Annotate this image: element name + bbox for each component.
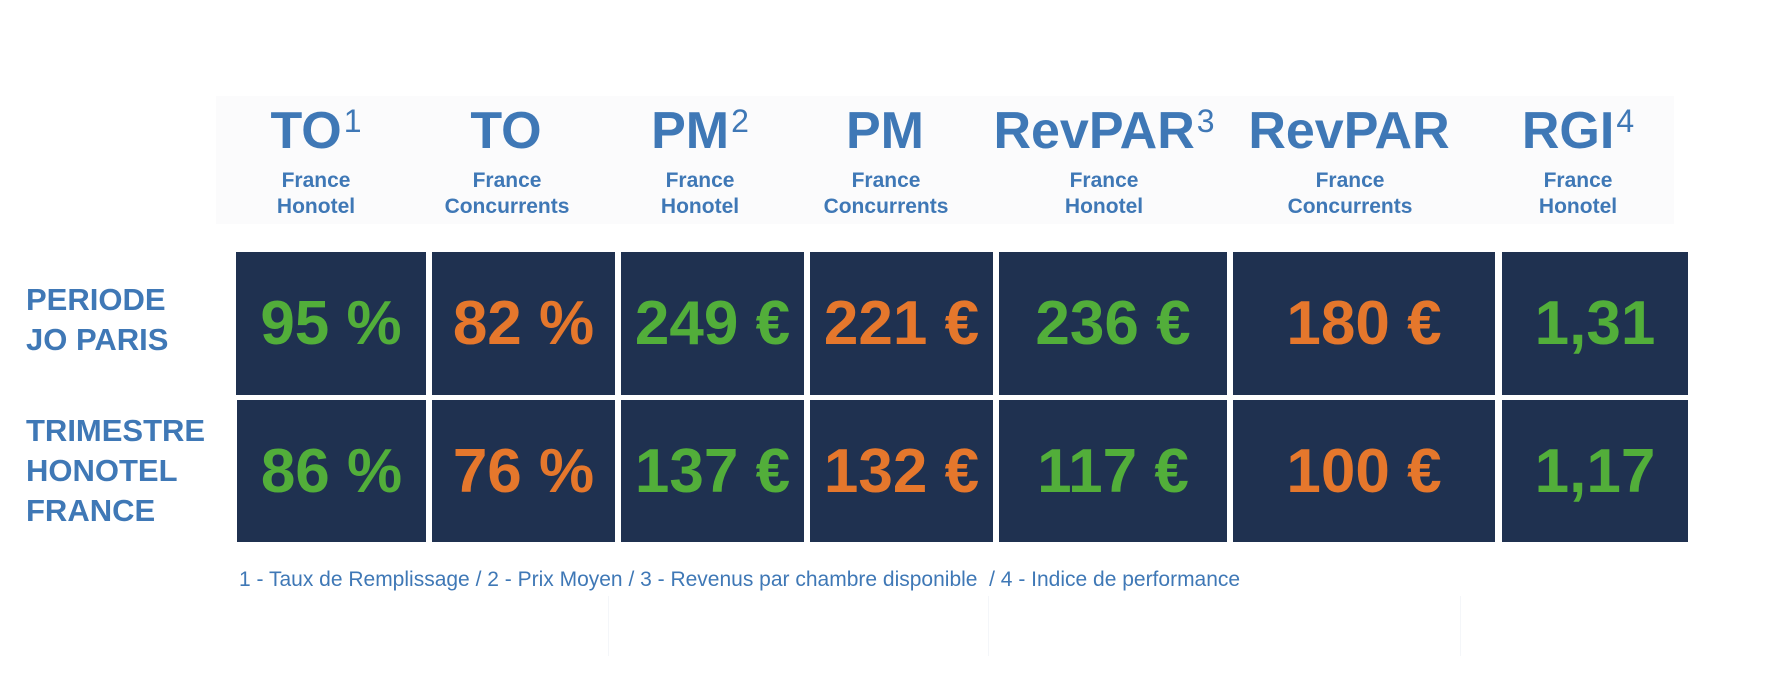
- value-cell-revpar-honotel-jo: 236 €: [999, 252, 1227, 395]
- column-subtitle-line2: Honotel: [276, 195, 356, 218]
- column-title: TO1: [270, 102, 362, 160]
- footnote-marker: 2: [731, 103, 749, 139]
- column-subtitle-line2: Honotel: [1064, 195, 1144, 218]
- column-title: TO: [470, 102, 542, 160]
- footnote-marker: 4: [1616, 103, 1635, 139]
- column-subtitle-line1: France: [1069, 169, 1139, 192]
- column-title: PM2: [651, 102, 749, 160]
- column-subtitle-line2: Concurrents: [444, 195, 570, 218]
- value-cell-to-honotel-jo: 95 %: [236, 252, 426, 395]
- column-subtitle-line2: Concurrents: [1287, 195, 1413, 218]
- column-header-pm-concurrents: PM France Concurrents: [806, 100, 966, 220]
- footnote-marker: 1: [343, 103, 362, 139]
- value-cell-to-concurrents-trimestre: 76 %: [432, 400, 615, 542]
- column-subtitle-line1: France: [1315, 169, 1385, 192]
- column-header-to-concurrents: TO France Concurrents: [432, 100, 582, 220]
- value-cell-pm-concurrents-jo: 221 €: [810, 252, 993, 395]
- row-label-trimestre-honotel-france: TRIMESTRE HONOTEL FRANCE: [26, 411, 205, 531]
- value-cell-revpar-honotel-trimestre: 117 €: [999, 400, 1227, 542]
- row-label-periode-jo-paris: PERIODE JO PARIS: [26, 280, 168, 360]
- value-cell-pm-honotel-jo: 249 €: [621, 252, 804, 395]
- footnote-legend: 1 - Taux de Remplissage / 2 - Prix Moyen…: [239, 568, 1241, 591]
- row-label-line: HONOTEL: [26, 453, 178, 488]
- column-header-pm-honotel: PM2 France Honotel: [620, 100, 780, 220]
- row-label-line: PERIODE: [26, 282, 166, 317]
- column-subtitle-line2: Concurrents: [823, 195, 949, 218]
- column-subtitle-line1: France: [851, 169, 921, 192]
- column-title: RGI4: [1521, 102, 1635, 160]
- divider: [1460, 596, 1461, 656]
- row-label-line: JO PARIS: [26, 322, 169, 357]
- value-cell-revpar-concurrents-trimestre: 100 €: [1233, 400, 1495, 542]
- value-cell-to-concurrents-jo: 82 %: [432, 252, 615, 395]
- column-title: RevPAR3: [993, 102, 1215, 160]
- column-header-revpar-concurrents: RevPAR France Concurrents: [1240, 100, 1460, 220]
- column-header-to-honotel: TO1 France Honotel: [236, 100, 396, 220]
- column-subtitle-line1: France: [1543, 169, 1613, 192]
- value-cell-rgi-honotel-trimestre: 1,17: [1502, 400, 1688, 542]
- column-title: RevPAR: [1248, 102, 1450, 160]
- header-band: [216, 96, 1674, 224]
- column-subtitle-line2: Honotel: [660, 195, 740, 218]
- value-cell-rgi-honotel-jo: 1,31: [1502, 252, 1688, 395]
- divider: [988, 596, 989, 656]
- value-cell-pm-concurrents-trimestre: 132 €: [810, 400, 993, 542]
- row-label-line: TRIMESTRE: [26, 413, 206, 448]
- column-subtitle-line1: France: [472, 169, 542, 192]
- column-header-revpar-honotel: RevPAR3 France Honotel: [984, 100, 1224, 220]
- column-title: PM: [846, 102, 924, 160]
- divider: [608, 596, 609, 656]
- column-header-rgi-honotel: RGI4 France Honotel: [1498, 100, 1658, 220]
- value-cell-to-honotel-trimestre: 86 %: [237, 400, 426, 542]
- column-subtitle-line1: France: [665, 169, 735, 192]
- column-subtitle-line1: France: [281, 169, 351, 192]
- footnote-marker: 3: [1196, 103, 1215, 139]
- value-cell-pm-honotel-trimestre: 137 €: [621, 400, 804, 542]
- row-label-line: FRANCE: [26, 493, 156, 528]
- value-cell-revpar-concurrents-jo: 180 €: [1233, 252, 1495, 395]
- column-subtitle-line2: Honotel: [1538, 195, 1618, 218]
